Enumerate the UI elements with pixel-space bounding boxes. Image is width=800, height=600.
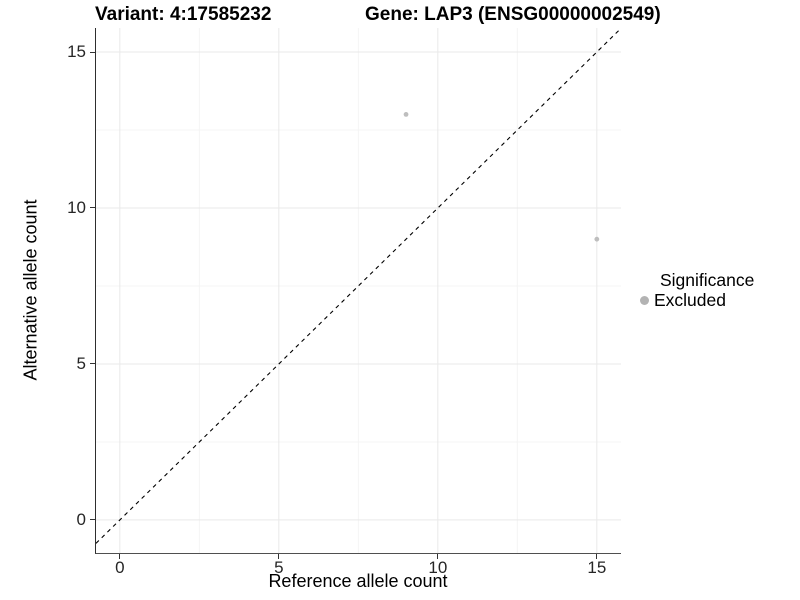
legend-entry-excluded: Excluded xyxy=(640,289,726,310)
y-tick-mark xyxy=(90,51,95,53)
x-tick-mark xyxy=(596,554,598,559)
x-tick-label: 5 xyxy=(274,558,284,577)
y-tick-mark xyxy=(90,207,95,209)
x-tick-mark xyxy=(119,554,121,559)
y-tick-label: 0 xyxy=(76,509,86,529)
x-axis-title: Reference allele count xyxy=(268,571,448,591)
y-tick-mark xyxy=(90,519,95,521)
x-tick-mark xyxy=(278,554,280,559)
identity-dashed-line xyxy=(96,28,621,544)
legend-entry-label: Excluded xyxy=(654,289,726,310)
plot-canvas xyxy=(96,28,621,553)
data-point xyxy=(594,236,600,242)
data-point xyxy=(403,112,409,117)
y-tick-label: 5 xyxy=(76,353,86,373)
x-tick-mark xyxy=(437,554,439,559)
legend-title: Significance xyxy=(660,270,755,290)
y-tick-label: 10 xyxy=(67,197,86,217)
excluded-point-icon xyxy=(640,295,649,305)
variant-title: Variant: 4:17585232 xyxy=(95,4,272,25)
plot-panel xyxy=(95,28,621,554)
y-axis-title: Alternative allele count xyxy=(20,199,41,381)
gene-title: Gene: LAP3 (ENSG00000002549) xyxy=(365,4,661,25)
y-tick-label: 15 xyxy=(67,42,86,62)
x-tick-label: 0 xyxy=(115,558,125,577)
y-tick-mark xyxy=(90,363,95,365)
x-tick-label: 15 xyxy=(587,558,607,577)
x-tick-label: 10 xyxy=(428,558,448,577)
